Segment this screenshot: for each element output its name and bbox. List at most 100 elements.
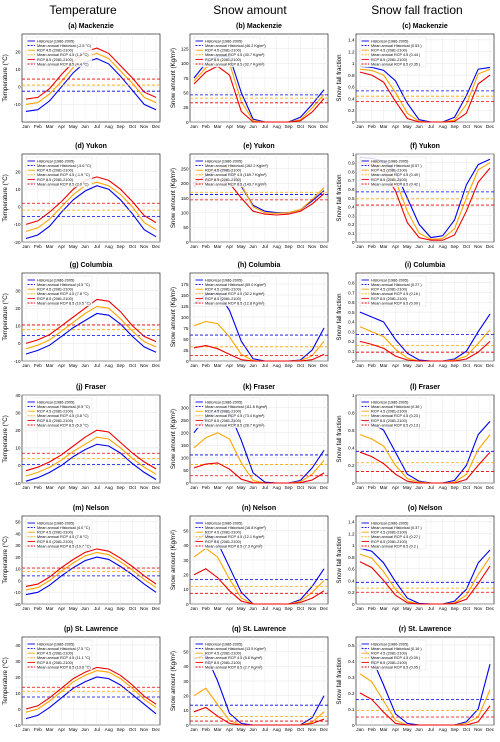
legend-entry: Historical (1986-2005): [205, 521, 243, 525]
x-tick-label: Apr: [58, 363, 66, 368]
y-tick-label: -10: [14, 102, 21, 107]
legend-box: [25, 397, 93, 429]
x-tick-label: Mar: [214, 727, 222, 732]
x-tick-label: Nov: [474, 727, 483, 732]
y-tick-label: 20: [15, 428, 21, 433]
panel-14: (o) Nelson 0 0.2 0.4 0.6 0.8 1 1.2 1.4 Jan Feb Mar A…: [336, 505, 495, 611]
y-tick-label: 0.3: [348, 329, 355, 334]
x-tick-label: Oct: [463, 363, 471, 368]
legend-entry: Mean annual RCP 4.5 (7.8 °C): [37, 292, 89, 296]
x-tick-label: May: [403, 485, 412, 490]
y-tick-label: 10: [15, 567, 21, 572]
x-tick-label: Jan: [356, 485, 364, 490]
x-tick-label: Apr: [226, 606, 234, 611]
y-axis-label: Snow amount (Kg/m²): [170, 168, 177, 228]
y-tick-label: 20: [183, 693, 189, 698]
x-tick-label: Mar: [214, 124, 222, 129]
legend-entry: Mean annual RCP 4.5 (11.1 °C): [37, 656, 91, 660]
y-tick-label: 175: [181, 282, 189, 287]
legend-entry: Mean annual Historical (0.37 ): [371, 526, 422, 530]
panel-6: (g) Columbia -10 0 10 20 30 Jan Feb Mar Apr May Jun…: [2, 262, 161, 368]
x-tick-label: Jun: [81, 244, 89, 249]
y-tick-label: 0.9: [348, 161, 355, 166]
y-tick-label: 10: [183, 587, 189, 592]
legend-entry: RCP 8.5 (2081-2100): [371, 661, 408, 665]
y-tick-label: 1: [352, 61, 355, 66]
x-tick-label: Feb: [202, 363, 210, 368]
x-tick-label: Jul: [428, 363, 434, 368]
panel-title: (b) Mackenzie: [236, 23, 282, 30]
legend-entry: RCP 4.5 (2081-2100): [371, 169, 408, 173]
x-tick-label: Aug: [273, 606, 282, 611]
x-tick-label: Apr: [58, 606, 66, 611]
x-tick-label: Mar: [46, 485, 54, 490]
y-axis-label: Temperature (°C): [2, 293, 9, 341]
legend-entry: RCP 8.5 (2081-2100): [37, 419, 74, 423]
y-tick-label: 125: [181, 46, 189, 51]
legend-entry: RCP 4.5 (2081-2100): [371, 531, 408, 535]
legend-entry: RCP 8.5 (2081-2100): [371, 58, 408, 62]
x-tick-label: Aug: [439, 244, 448, 249]
x-tick-label: Mar: [380, 485, 388, 490]
legend-entry: RCP 4.5 (2081-2100): [37, 288, 74, 292]
legend-entry: Historical (1986-2005): [37, 400, 75, 404]
y-axis-label: Temperature (°C): [2, 415, 9, 463]
legend-entry: Mean annual Historical (111.6 Kg/m²): [205, 405, 268, 409]
y-tick-label: 0.8: [348, 555, 355, 560]
x-tick-label: Jan: [190, 124, 198, 129]
x-tick-label: Feb: [202, 727, 210, 732]
legend-entry: RCP 4.5 (2081-2100): [205, 652, 242, 656]
x-tick-label: Aug: [273, 363, 282, 368]
series-line: [25, 312, 157, 355]
x-tick-label: Apr: [392, 363, 400, 368]
legend-entry: RCP 8.5 (2081-2100): [205, 297, 242, 301]
x-tick-label: Jul: [94, 124, 100, 129]
y-tick-label: 20: [15, 555, 21, 560]
legend-entry: Mean annual Historical (4.0 °C): [37, 526, 91, 530]
x-tick-label: Nov: [474, 485, 483, 490]
x-tick-label: Feb: [368, 124, 376, 129]
x-tick-label: Feb: [34, 727, 42, 732]
x-tick-label: May: [237, 485, 246, 490]
x-tick-label: Sep: [284, 485, 293, 490]
y-axis-label: Temperature (°C): [2, 54, 9, 102]
legend-box: [25, 36, 93, 68]
x-tick-label: Oct: [297, 363, 305, 368]
y-axis-label: Temperature (°C): [2, 657, 9, 705]
x-tick-label: Dec: [486, 485, 495, 490]
y-tick-label: 0.1: [348, 349, 355, 354]
legend-entry: Mean annual RCP 8.5 (28.7 Kg/m²): [205, 423, 265, 427]
x-tick-label: Aug: [105, 606, 114, 611]
series-line: [359, 71, 491, 123]
x-tick-label: Nov: [308, 124, 317, 129]
y-tick-label: 40: [183, 543, 189, 548]
legend-entry: Mean annual Historical (7.5 °C): [37, 647, 91, 651]
y-tick-label: 150: [181, 196, 189, 201]
legend-entry: Mean annual RCP 8.5 (7.3 Kg/m²): [205, 544, 263, 548]
y-axis-label: Snow amount (Kg/m²): [170, 651, 177, 711]
x-tick-label: Feb: [34, 363, 42, 368]
x-tick-label: Sep: [284, 124, 293, 129]
x-tick-label: Jul: [428, 485, 434, 490]
legend-entry: Mean annual RCP 8.5 (10.5 °C): [37, 301, 91, 305]
legend-box: [359, 36, 427, 68]
legend-entry: RCP 4.5 (2081-2100): [205, 288, 242, 292]
y-tick-label: 0.6: [348, 567, 355, 572]
x-tick-label: Jan: [22, 244, 30, 249]
legend-entry: RCP 8.5 (2081-2100): [37, 540, 74, 544]
x-tick-label: May: [69, 363, 78, 368]
y-tick-label: 50: [15, 520, 21, 525]
legend-entry: Mean annual RCP 4.5 (0.44 ): [371, 53, 421, 57]
x-tick-label: Sep: [284, 727, 293, 732]
panel-2: (c) Mackenzie 0 0.2 0.4 0.6 0.8 1 1.2 1.4 Jan Feb M…: [336, 23, 495, 129]
y-tick-label: 0: [18, 578, 21, 583]
panel-title: (h) Columbia: [238, 262, 281, 269]
x-tick-label: Jun: [415, 485, 423, 490]
legend-entry: Mean annual RCP 4.5 (0.27 ): [371, 535, 421, 539]
panel-9: (j) Fraser -10 0 10 20 30 40 Jan Feb Mar Apr May Jun…: [2, 384, 161, 490]
legend-entry: Mean annual RCP 8.5 (4.4 °C): [37, 62, 89, 66]
legend-entry: Mean annual Historical (4.5 °C): [37, 283, 91, 287]
x-tick-label: Jun: [249, 124, 257, 129]
column-header: Snow fall fraction: [371, 3, 462, 17]
x-tick-label: Jan: [356, 244, 364, 249]
